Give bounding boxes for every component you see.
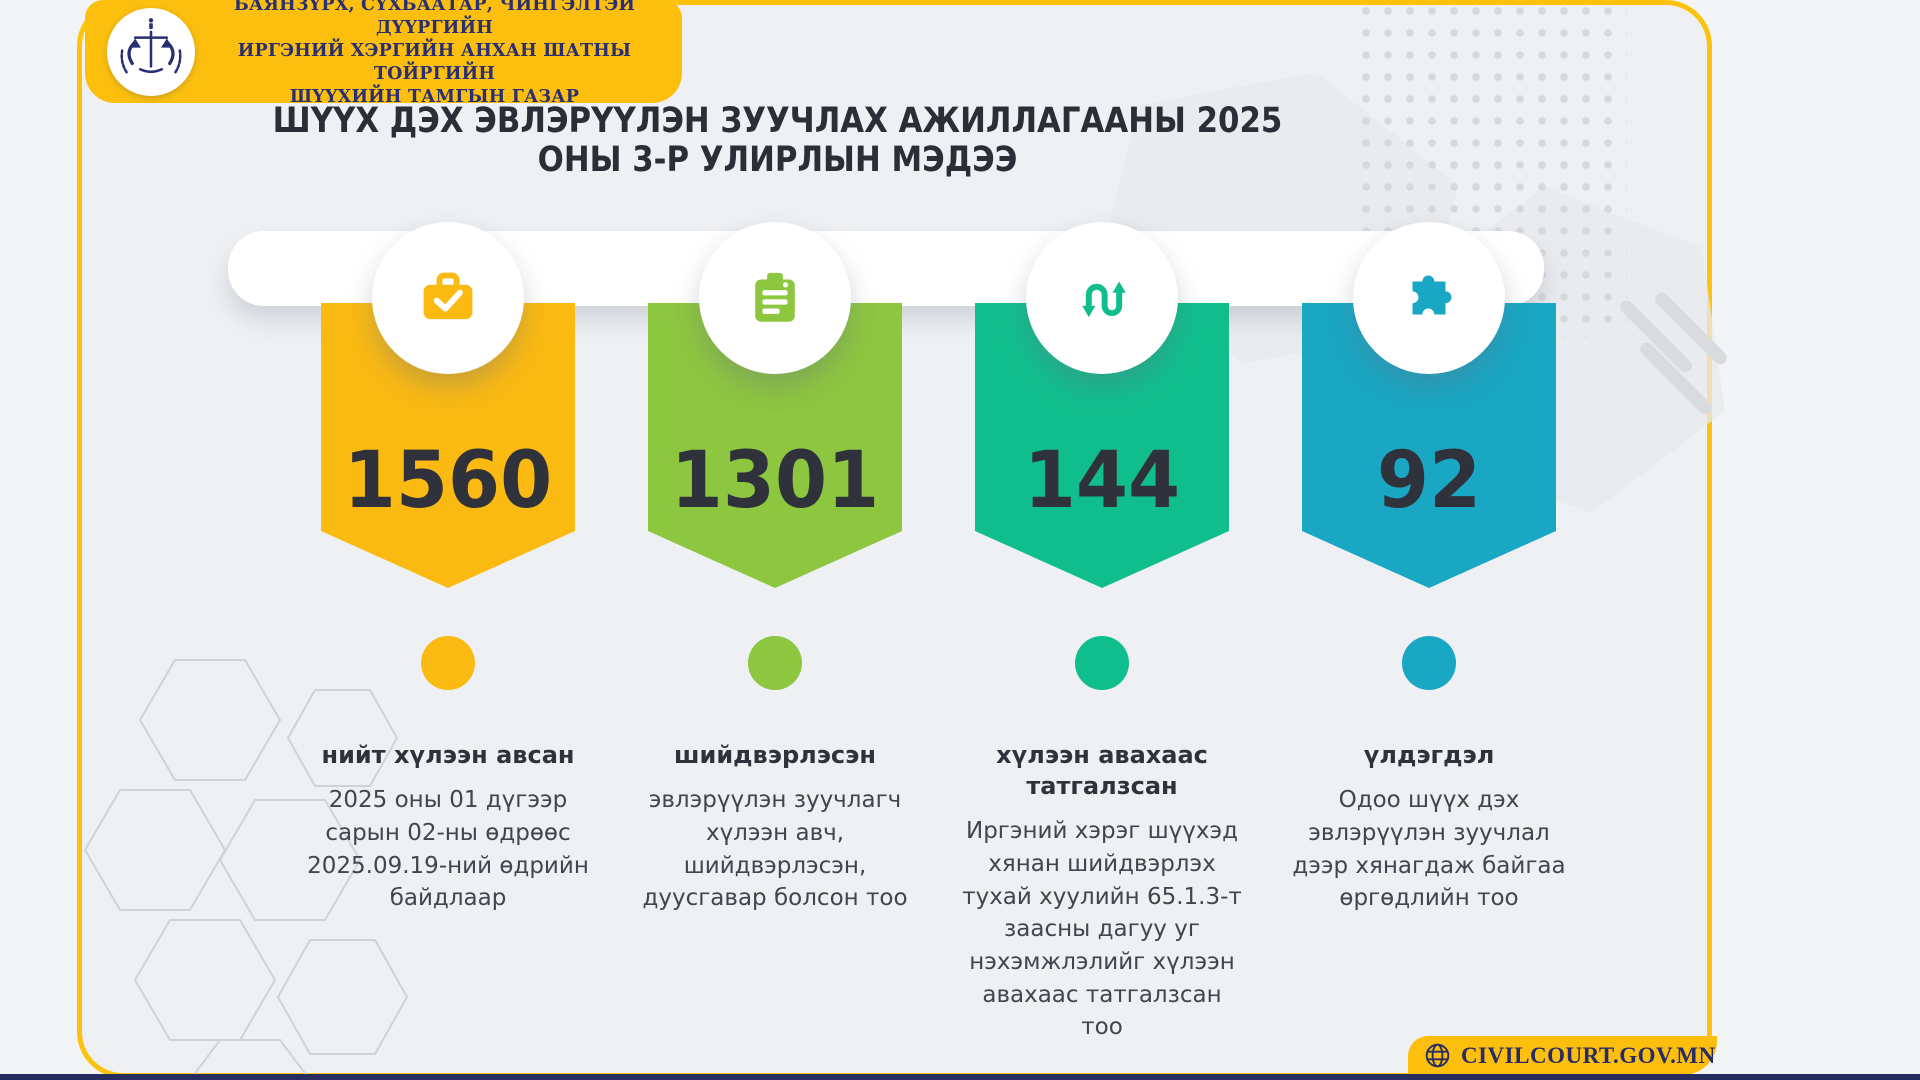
- stat-label: нийт хүлээн авсан: [321, 741, 575, 769]
- puzzle-piece-icon: [1412, 275, 1452, 315]
- stat-label: хүлээн авахаас татгалзсан: [996, 741, 1208, 801]
- footer-website-badge: CIVILCOURT.GOV.MN: [1408, 1036, 1717, 1075]
- stat-column-refused: 144 хүлээн авахаас татгалзсан Иргэний хэ…: [952, 0, 1252, 1060]
- org-name: БАЯНЗҮРХ, СҮХБААТАР, ЧИНГЭЛТЭЙ ДҮҮРГИЙН …: [195, 0, 682, 109]
- stat-description: Одоо шүүх дэх эвлэрүүлэн зуучлал дээр хя…: [1292, 787, 1566, 912]
- icon-circle: [699, 222, 851, 374]
- stat-value: 92: [1376, 436, 1482, 526]
- stat-value: 144: [1023, 436, 1181, 526]
- org-name-line1: БАЯНЗҮРХ, СҮХБААТАР, ЧИНГЭЛТЭЙ ДҮҮРГИЙН: [233, 0, 636, 38]
- briefcase-check-icon: [423, 272, 473, 320]
- stat-label: үлдэгдэл: [1363, 741, 1495, 769]
- stat-column-remaining: 92 үлдэгдэл Одоо шүүх дэх эвлэрүүлэн зуу…: [1279, 0, 1579, 1060]
- stat-value: 1301: [670, 436, 880, 526]
- bottom-strip: [0, 1074, 1920, 1080]
- clipboard-icon: [755, 272, 795, 322]
- stat-value: 1560: [343, 436, 553, 526]
- org-name-line2: ИРГЭНИЙ ХЭРГИЙН АНХАН ШАТНЫ ТОЙРГИЙН: [237, 40, 632, 85]
- globe-icon: [1425, 1043, 1450, 1068]
- transfer-arrows-icon: [1082, 281, 1126, 318]
- stat-label: шийдвэрлэсэн: [674, 741, 876, 769]
- color-dot: [748, 636, 802, 690]
- page-title-line2: ОНЫ 3-Р УЛИРЛЫН МЭДЭЭ: [537, 140, 1018, 180]
- court-logo: [107, 7, 195, 96]
- stat-description: эвлэрүүлэн зуучлагч хүлээн авч, шийдвэрл…: [642, 787, 908, 912]
- color-dot: [1075, 636, 1129, 690]
- icon-circle: [372, 222, 524, 374]
- page-title: ШҮҮХ ДЭХ ЭВЛЭРҮҮЛЭН ЗУУЧЛАХ АЖИЛЛАГААНЫ …: [208, 104, 1348, 178]
- color-dot: [421, 636, 475, 690]
- page-title-line1: ШҮҮХ ДЭХ ЭВЛЭРҮҮЛЭН ЗУУЧЛАХ АЖИЛЛАГААНЫ …: [272, 101, 1283, 141]
- website-url: CIVILCOURT.GOV.MN: [1461, 1042, 1716, 1068]
- header-org-badge: БАЯНЗҮРХ, СҮХБААТАР, ЧИНГЭЛТЭЙ ДҮҮРГИЙН …: [85, 0, 682, 107]
- hexagon-outline-cluster: [83, 659, 409, 1080]
- scales-of-justice-icon: [120, 17, 182, 73]
- org-name-line3: ШҮҮХИЙН ТАМГЫН ГАЗАР: [289, 87, 580, 108]
- icon-circle: [1353, 222, 1505, 374]
- stat-column-resolved: 1301 шийдвэрлэсэн эвлэрүүлэн зуучлагч хү…: [625, 0, 925, 1060]
- stat-description: Иргэний хэрэг шүүхэд хянан шийдвэрлэх ту…: [962, 818, 1242, 1041]
- stat-description: 2025 оны 01 дүгээр сарын 02-ны өдрөөс 20…: [307, 787, 589, 912]
- icon-circle: [1026, 222, 1178, 374]
- color-dot: [1402, 636, 1456, 690]
- stat-column-received: 1560 нийт хүлээн авсан 2025 оны 01 дүгээ…: [298, 0, 598, 1060]
